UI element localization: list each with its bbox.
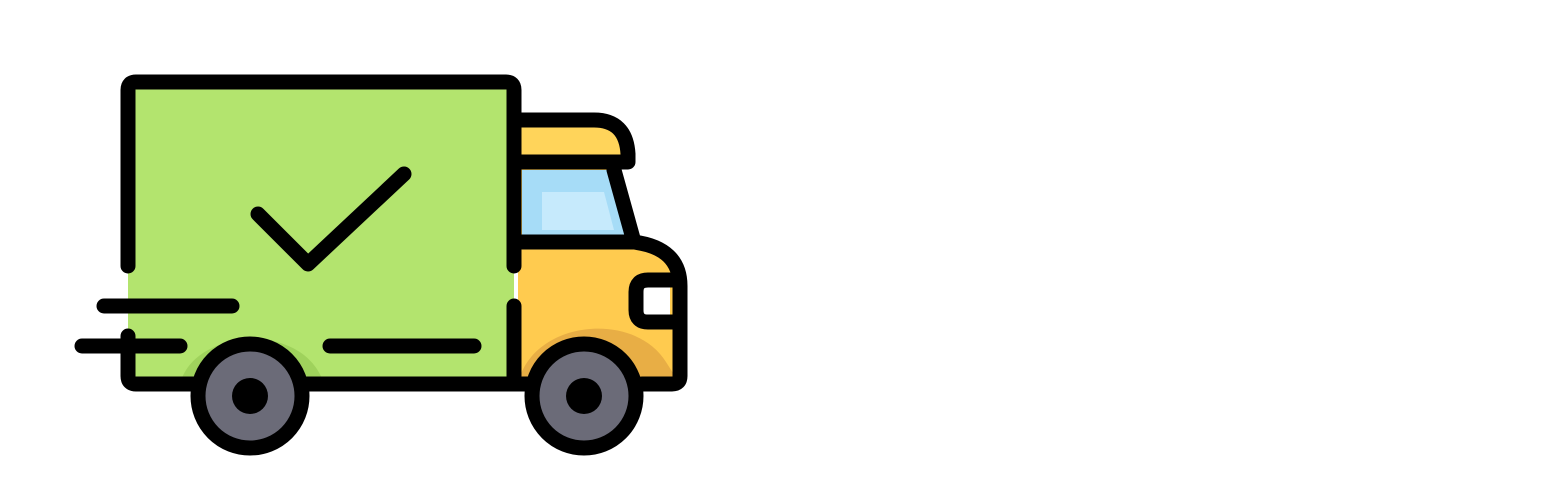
cargo-outline-bottom bbox=[120, 328, 204, 392]
rear-wheel bbox=[190, 336, 310, 456]
delivery-truck-check-icon bbox=[74, 70, 690, 462]
headlight bbox=[640, 282, 670, 320]
check-mark bbox=[250, 166, 412, 272]
cargo-outline-top bbox=[120, 74, 522, 274]
cab-roof-outline bbox=[512, 112, 636, 170]
cab-window-highlight bbox=[542, 192, 614, 230]
cab-nose-outline bbox=[626, 234, 688, 392]
headlight-outline bbox=[628, 272, 686, 330]
cab-roof bbox=[518, 120, 628, 162]
front-wheel bbox=[524, 336, 644, 456]
